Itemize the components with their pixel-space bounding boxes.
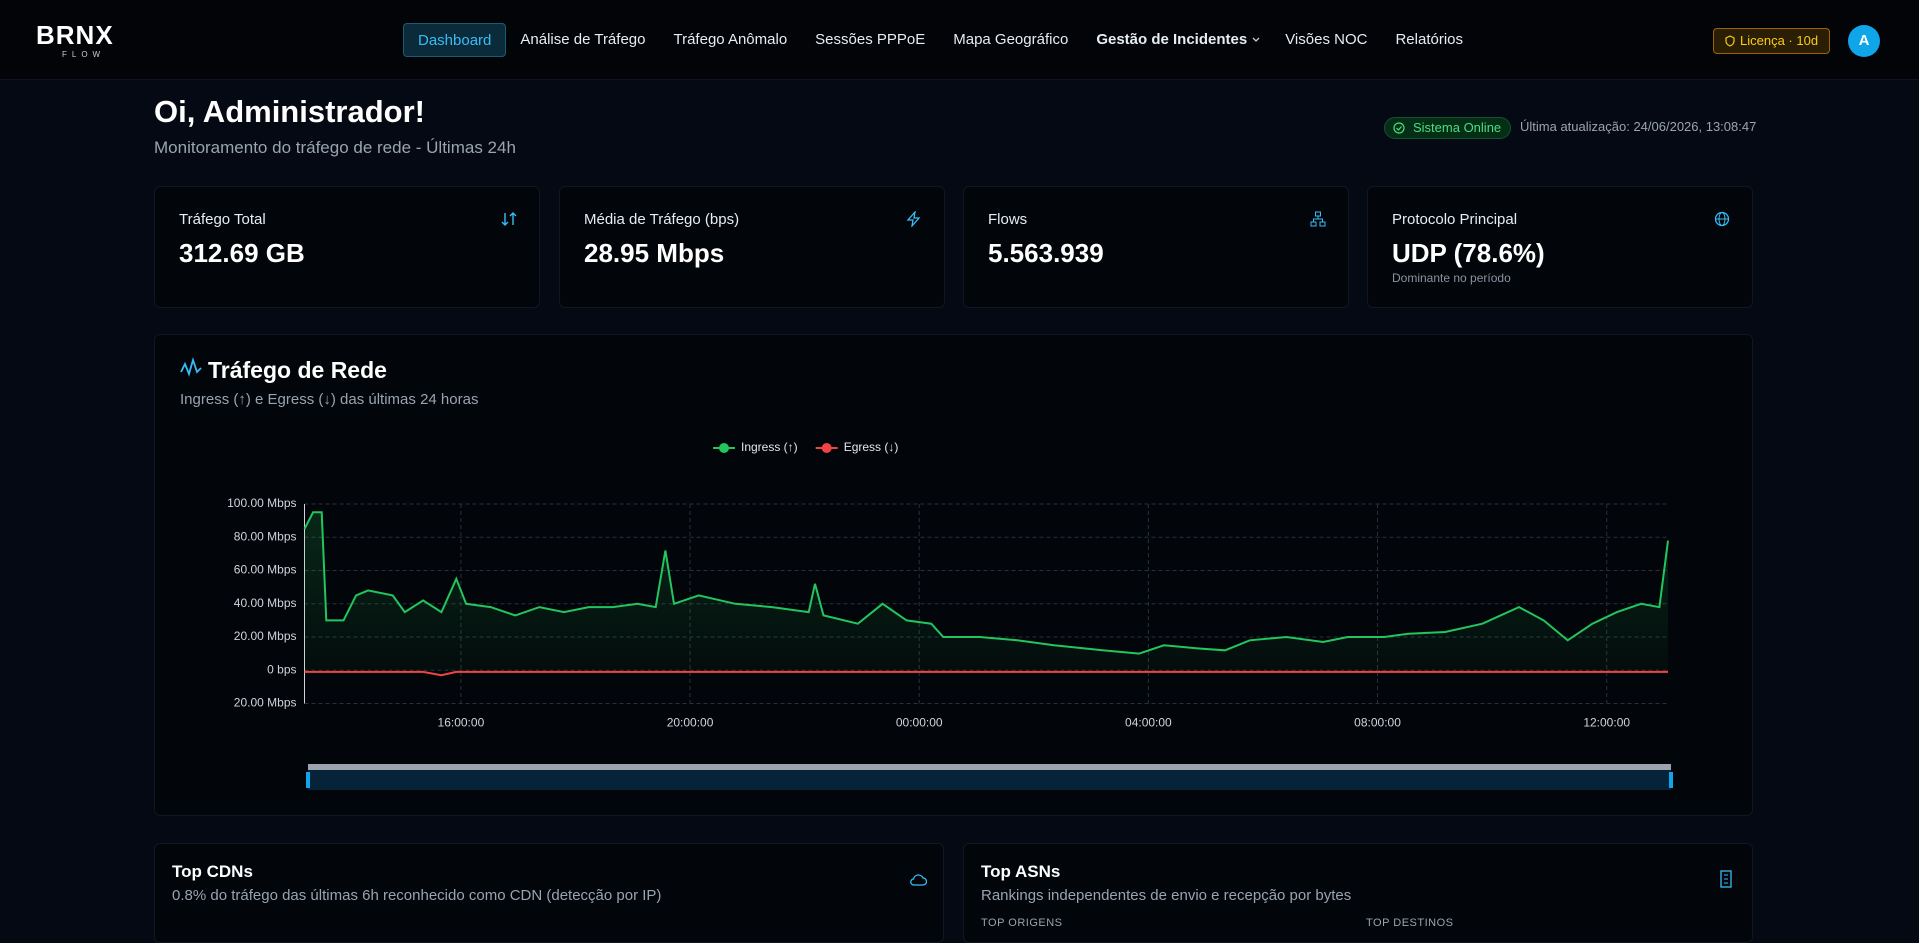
x-tick-label: 08:00:00 [1354,716,1401,730]
status-badge: Sistema Online [1384,117,1512,139]
card-label: Flows [988,211,1028,228]
legend-marker [719,443,729,453]
nav-item[interactable]: Análise de Tráfego [520,31,646,48]
navbar: BRNX FLOW Dashboard Análise de Tráfego T… [0,0,1919,80]
y-tick-label: 80.00 Mbps [234,529,297,543]
y-tick-label: 20.00 Mbps [234,696,297,710]
line [304,670,1668,677]
nav-item[interactable]: Gestão de Incidentes [1096,31,1248,48]
line [303,511,1669,655]
icon [1714,211,1730,227]
avatar[interactable]: A [1848,25,1880,57]
card-value: 28.95 Mbps [584,238,725,268]
chart-title: Tráfego de Rede [208,357,387,383]
nav-item[interactable]: Tráfego Anômalo [673,31,788,48]
y-tick-label: 20.00 Mbps [234,629,297,643]
nav-item[interactable]: Sessões PPPoE [815,31,926,48]
icon [501,212,517,226]
panel-title: Top CDNs [172,862,253,881]
subtitle: Monitoramento do tráfego de rede - Últim… [154,138,516,157]
chart-panel: Tráfego de Rede Ingress (↑) e Egress (↓)… [154,334,1753,816]
license-badge[interactable]: Licença · 10d [1713,28,1831,54]
building-icon [1720,870,1732,888]
card-value: UDP (78.6%) [1392,238,1545,268]
card-value: 312.69 GB [179,238,305,268]
panel: Top ASNs Rankings independentes de envio … [963,843,1753,943]
panel: Top CDNs 0.8% do tráfego das últimas 6h r… [154,843,944,943]
card-value: 5.563.939 [988,238,1104,268]
zoom-handle[interactable] [1669,772,1673,788]
card-note: Dominante no período [1392,271,1511,285]
x-tick-label: 04:00:00 [1125,716,1172,730]
nav-item[interactable]: Visões NOC [1285,31,1368,48]
shield-icon [1725,35,1735,47]
icon [1310,211,1326,227]
chart: Tráfego de Rede Ingress (↑) e Egress (↓)… [180,356,1673,790]
y-tick-label: 100.00 Mbps [227,496,296,510]
stat-card: Média de Tráfego (bps) 28.95 Mbps [559,186,945,308]
check-icon [1393,122,1405,134]
chart-subtitle: Ingress (↑) e Egress (↓) das últimas 24 … [180,391,478,408]
panel-title: Top ASNs [981,862,1061,881]
y-tick-label: 0 bps [267,662,296,676]
stat-card: Tráfego Total 312.69 GB [154,186,540,308]
x-tick-label: 20:00:00 [667,716,714,730]
area [304,512,1668,671]
panel-subtitle: Rankings independentes de envio e recepç… [981,887,1352,904]
icon [906,211,921,227]
y-tick-label: 40.00 Mbps [234,596,297,610]
cloud-icon [910,874,927,886]
chevron [1252,37,1260,42]
stat-card: Flows 5.563.939 [963,186,1349,308]
last-update: Última atualização: 24/06/2026, 13:08:47 [1520,119,1757,134]
card-label: Tráfego Total [179,211,266,228]
zoom-handle[interactable] [306,772,310,788]
legend-marker [821,443,832,453]
menu: Dashboard Análise de Tráfego Tráfego Anô… [403,23,1477,57]
column-header: TOP ORIGENS [981,917,1063,929]
nav-item[interactable]: Relatórios [1395,31,1463,48]
x-tick-label: 16:00:00 [438,716,485,730]
card-label: Média de Tráfego (bps) [584,211,740,228]
logo[interactable]: BRNX [36,20,114,50]
x-tick-label: 12:00:00 [1583,716,1630,730]
pulse-icon [180,356,202,377]
zoom-bar[interactable] [308,764,1671,770]
legend-label: Egress (↓) [844,440,899,454]
greeting: Oi, Administrador! [154,94,425,129]
legend-label: Ingress (↑) [741,440,798,454]
logo-sub: FLOW [62,50,106,59]
panel-subtitle: 0.8% do tráfego das últimas 6h reconheci… [172,887,662,904]
column-header: TOP DESTINOS [1366,917,1454,929]
y-tick-label: 60.00 Mbps [234,563,297,577]
nav-item[interactable]: Mapa Geográfico [953,31,1069,48]
nav-item[interactable]: Dashboard [403,23,507,57]
stat-card: Protocolo Principal UDP (78.6%) Dominante … [1367,186,1753,308]
card-label: Protocolo Principal [1392,211,1518,228]
x-tick-label: 00:00:00 [896,716,943,730]
